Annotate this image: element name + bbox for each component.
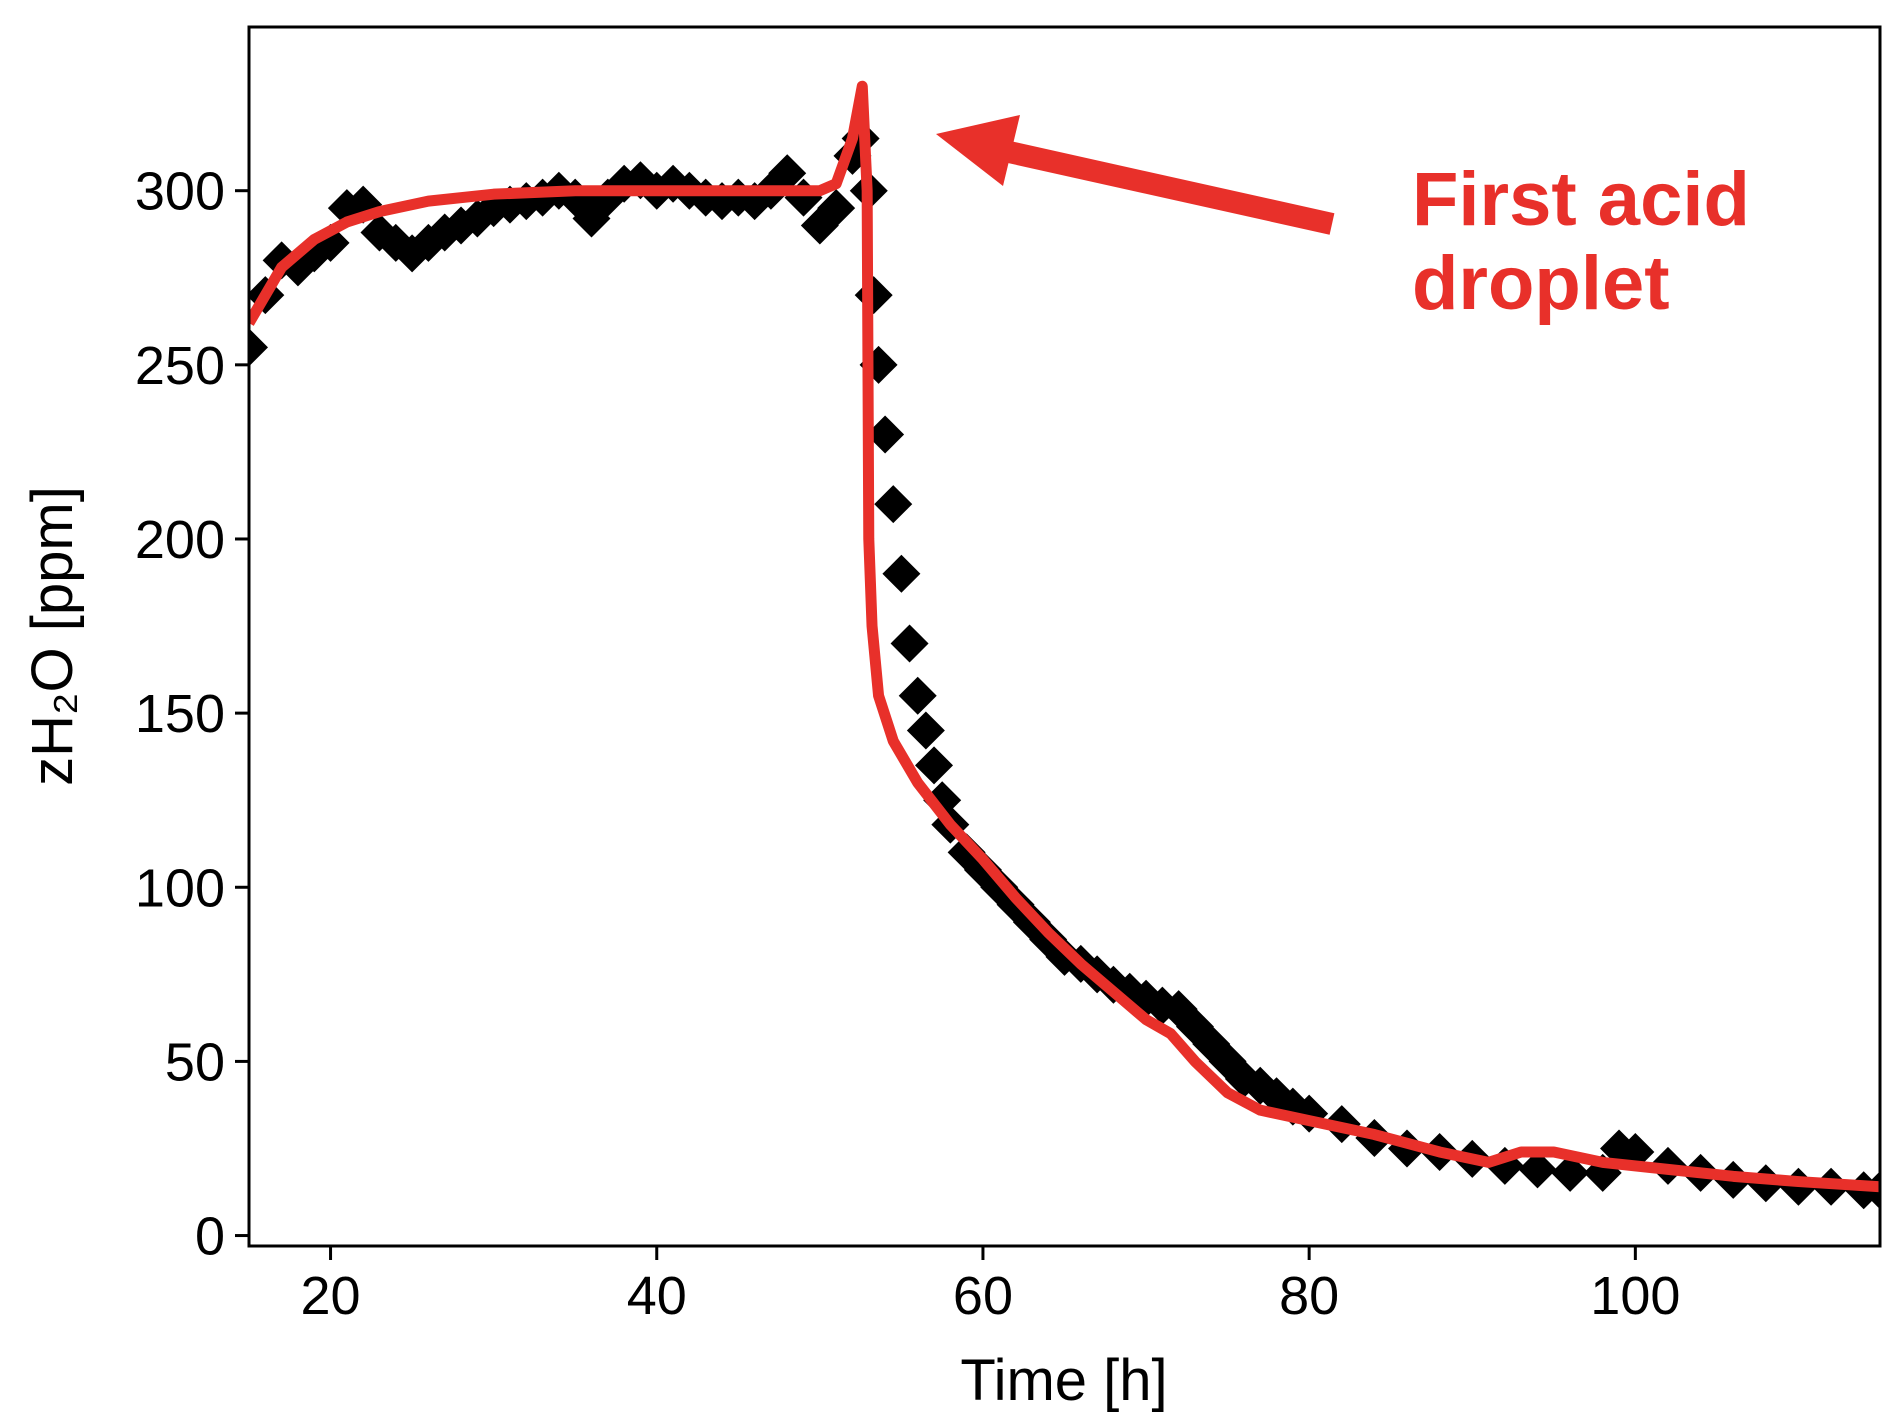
x-axis-label: Time [h] [960,1348,1167,1413]
data-point [898,676,937,715]
arrow-head [936,115,1020,186]
model-line [249,80,1880,1193]
y-tick-label: 100 [135,858,225,918]
x-tick-label: 20 [301,1266,361,1326]
annotation-line: First acid [1412,157,1750,242]
data-point [906,711,945,750]
annotation-arrow [936,115,1335,235]
x-tick-label: 40 [627,1266,687,1326]
y-tick-label: 150 [135,684,225,744]
y-tick-label: 300 [135,162,225,222]
arrow-shaft [997,139,1335,235]
x-tick-label: 100 [1590,1266,1680,1326]
y-tick-label: 200 [135,510,225,570]
y-tick-label: 0 [195,1207,225,1267]
data-point [890,624,929,663]
x-tick-label: 60 [953,1266,1013,1326]
data-point [882,554,921,593]
data-point [866,415,905,454]
x-tick-label: 80 [1279,1266,1339,1326]
data-point [874,485,913,524]
data-point [915,746,954,785]
data-point [1518,1150,1557,1189]
annotation-line: droplet [1412,241,1670,326]
y-tick-label: 50 [165,1032,225,1092]
y-axis-label: zH₂O [ppm] [20,486,85,786]
data-point [768,154,807,193]
y-tick-label: 250 [135,336,225,396]
data-point [817,189,856,228]
plot-frame [247,25,1882,1248]
data-point [249,328,268,367]
plot-area [249,80,1880,1210]
data-point [1551,1153,1590,1192]
data-point [854,276,893,315]
data-point [1159,990,1198,1029]
